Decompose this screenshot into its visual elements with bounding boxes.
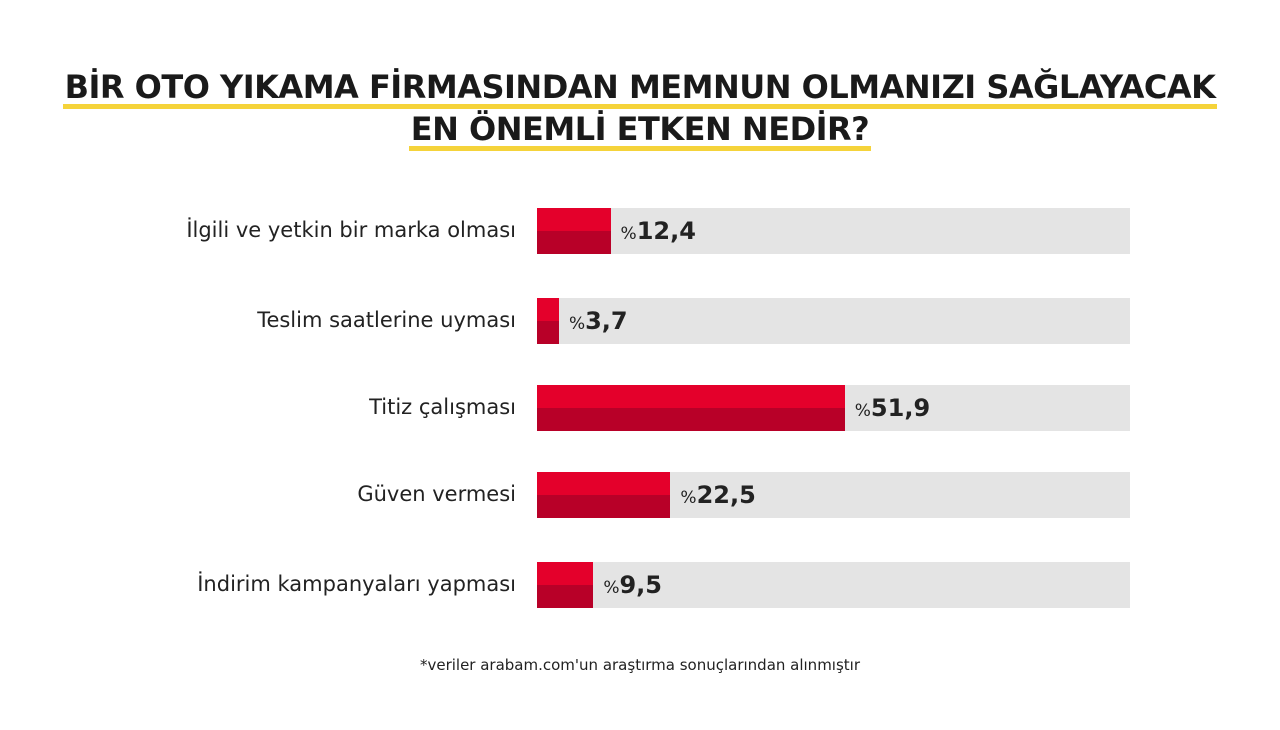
chart-title-line-1: BİR OTO YIKAMA FİRMASINDAN MEMNUN OLMANI…: [0, 68, 1280, 109]
value-text: 22,5: [696, 481, 756, 509]
percent-sign: %: [854, 401, 871, 421]
bar: [537, 208, 611, 254]
percent-sign: %: [680, 488, 697, 508]
bar-track: %3,7: [537, 298, 1130, 344]
data-label: %51,9: [855, 394, 930, 422]
category-label: Titiz çalışması: [369, 395, 516, 419]
category-label: İlgili ve yetkin bir marka olması: [186, 218, 516, 242]
percent-sign: %: [620, 224, 637, 244]
category-label: İndirim kampanyaları yapması: [197, 572, 516, 596]
title-text-1: BİR OTO YIKAMA FİRMASINDAN MEMNUN OLMANI…: [62, 70, 1218, 109]
bar-track: %12,4: [537, 208, 1130, 254]
bar: [537, 298, 559, 344]
bar: [537, 562, 594, 608]
data-label: %12,4: [621, 217, 696, 245]
title-text-2: EN ÖNEMLİ ETKEN NEDİR?: [408, 112, 872, 151]
category-label: Güven vermesi: [357, 482, 516, 506]
category-label: Teslim saatlerine uyması: [257, 308, 516, 332]
data-label: %3,7: [569, 307, 628, 335]
value-text: 9,5: [619, 571, 662, 599]
value-text: 3,7: [585, 307, 628, 335]
percent-sign: %: [568, 314, 586, 334]
bar: [537, 385, 845, 431]
chart-title-line-2: EN ÖNEMLİ ETKEN NEDİR?: [0, 110, 1280, 151]
footnote: *veriler arabam.com'un araştırma sonuçla…: [419, 656, 861, 674]
bar-track: %51,9: [537, 385, 1130, 431]
data-label: %22,5: [680, 481, 755, 509]
value-text: 12,4: [636, 217, 696, 245]
bar: [537, 472, 671, 518]
percent-sign: %: [603, 578, 620, 598]
value-text: 51,9: [870, 394, 931, 422]
data-label: %9,5: [603, 571, 662, 599]
bar-track: %9,5: [537, 562, 1130, 608]
bar-track: %22,5: [537, 472, 1130, 518]
